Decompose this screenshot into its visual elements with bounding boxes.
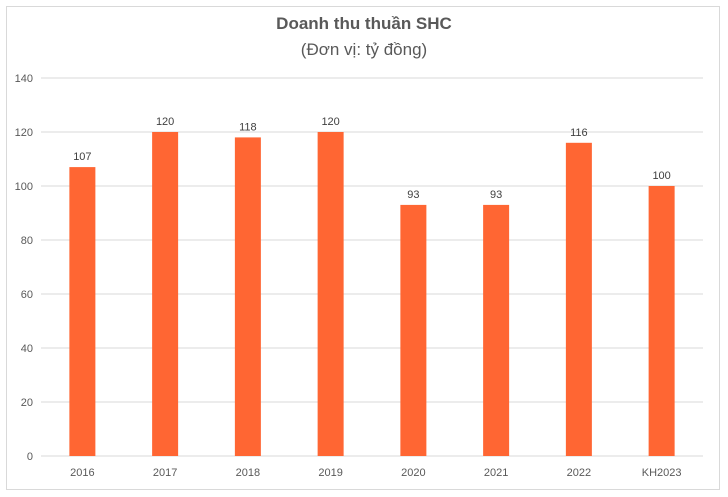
y-tick-label: 120 [15,127,33,139]
bar-2021 [483,204,510,456]
x-tick-label: 2022 [567,467,591,479]
chart-title: Doanh thu thuần SHC [276,14,452,33]
x-axis-ticks: 2016 2017 2018 2019 2020 2021 2022 KH2023 [70,467,681,479]
x-tick-label: 2021 [484,467,508,479]
y-tick-label: 60 [21,289,33,301]
x-tick-label: 2020 [401,467,425,479]
y-tick-label: 20 [21,397,33,409]
x-tick-label: 2016 [70,467,94,479]
data-label: 120 [156,116,174,128]
x-tick-label: 2019 [318,467,342,479]
data-label: 118 [239,121,257,133]
bar-2018 [234,137,261,456]
chart-frame [6,6,720,490]
bar-kh2023 [648,186,675,456]
y-tick-label: 140 [15,73,33,85]
data-labels: 107 120 118 120 93 93 116 100 [73,116,671,201]
data-label: 93 [407,189,419,201]
bar-2016 [69,167,96,456]
bar-2017 [152,132,179,456]
x-tick-label: 2018 [236,467,260,479]
y-tick-label: 80 [21,235,33,247]
y-tick-label: 0 [27,451,33,463]
bar-2019 [317,132,344,456]
bar-2022 [565,142,592,457]
x-tick-label: KH2023 [642,467,682,479]
data-label: 107 [73,151,91,163]
data-label: 100 [652,170,670,182]
y-tick-label: 100 [15,181,33,193]
y-tick-label: 40 [21,343,33,355]
data-label: 120 [321,116,339,128]
x-tick-label: 2017 [153,467,177,479]
data-label: 93 [490,189,502,201]
bars [69,132,675,457]
chart-subtitle: (Đơn vị: tỷ đồng) [300,40,428,59]
bar-2020 [400,204,427,456]
gridlines [41,77,703,457]
data-label: 116 [570,127,588,139]
y-axis-ticks: 0 20 40 60 80 100 120 140 [15,73,33,463]
